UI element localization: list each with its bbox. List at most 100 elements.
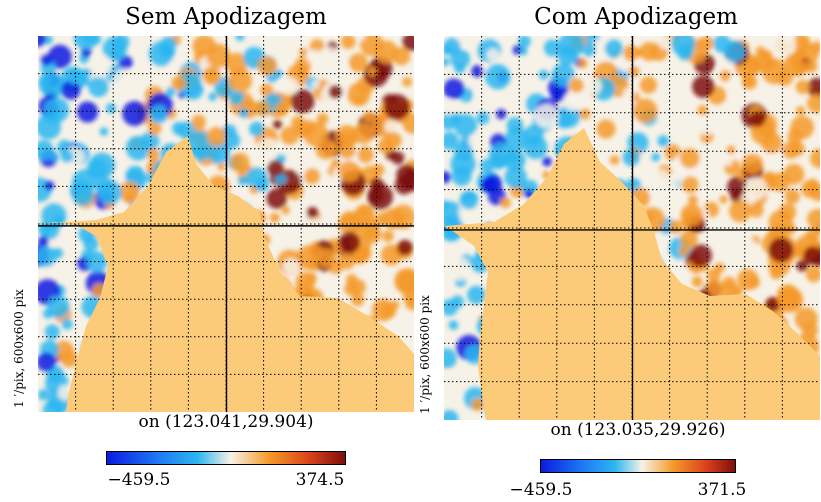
field-blob (632, 98, 658, 124)
field-blob (454, 63, 465, 74)
field-blob (657, 36, 673, 50)
field-blob (689, 244, 712, 267)
field-blob (171, 76, 186, 91)
colorbar (106, 451, 346, 465)
field-blob (255, 138, 281, 164)
field-blob (254, 100, 270, 116)
field-blob (118, 55, 133, 70)
field-blob (191, 114, 206, 130)
field-blob (254, 177, 269, 192)
field-blob (60, 150, 74, 163)
field-blob (368, 188, 385, 204)
field-blob (444, 131, 459, 150)
field-blob (269, 212, 280, 223)
field-blob (448, 320, 459, 330)
field-blob (267, 159, 284, 177)
field-blob (110, 47, 123, 61)
field-blob (147, 148, 160, 161)
field-blob (776, 69, 794, 86)
field-blob (550, 86, 567, 103)
chart-title: Com Apodizagem (534, 4, 738, 30)
field-blob (577, 58, 588, 69)
field-blob (299, 48, 308, 57)
field-blob (467, 285, 486, 305)
field-blob (807, 77, 820, 98)
field-blob (542, 156, 552, 167)
field-blob (158, 45, 172, 58)
field-blob (488, 142, 514, 168)
field-blob (538, 69, 549, 80)
chart-title: Sem Apodizagem (125, 4, 327, 30)
field-blob (402, 76, 413, 87)
field-blob (523, 135, 548, 160)
field-blob (486, 48, 500, 62)
field-blob (372, 163, 385, 177)
field-blob (280, 126, 299, 145)
field-blob (52, 247, 64, 259)
field-blob (444, 112, 458, 130)
field-blob (40, 54, 52, 66)
field-blob (350, 293, 365, 307)
field-blob (744, 177, 768, 200)
field-blob (148, 104, 168, 124)
field-blob (338, 160, 360, 183)
field-blob (296, 213, 321, 237)
field-blob (86, 251, 108, 273)
colorbar-min-label: −459.5 (509, 480, 573, 500)
field-blob (46, 295, 70, 319)
field-blob (382, 230, 394, 242)
field-blob (500, 197, 511, 209)
field-blob (793, 60, 808, 75)
colorbar-max-label: 374.5 (295, 470, 345, 490)
field-blob (217, 162, 226, 171)
field-blob (169, 56, 184, 71)
field-blob (763, 171, 776, 184)
field-blob (650, 169, 672, 190)
field-blob (628, 65, 640, 77)
field-blob (748, 202, 764, 218)
field-blob (340, 36, 356, 50)
field-blob (72, 169, 97, 194)
field-blob (38, 71, 62, 96)
field-blob (303, 168, 320, 185)
field-blob (484, 63, 511, 90)
field-blob (805, 266, 820, 283)
field-blob (76, 101, 99, 123)
field-blob (272, 119, 283, 130)
field-blob (719, 195, 728, 204)
field-blob (335, 124, 359, 148)
field-blob (471, 65, 484, 78)
field-blob (316, 113, 329, 125)
field-blob (742, 74, 754, 87)
field-blob (61, 318, 73, 330)
field-blob (768, 237, 794, 263)
field-blob (714, 262, 725, 274)
field-blob (622, 149, 640, 167)
field-blob (401, 168, 414, 192)
field-blob (38, 352, 56, 372)
field-blob (506, 117, 524, 134)
field-blob (802, 322, 819, 339)
field-blob (791, 36, 811, 53)
heatmap-map (38, 36, 414, 412)
field-blob (402, 284, 414, 306)
field-blob (363, 111, 375, 123)
field-blob (796, 259, 809, 272)
field-blob (639, 76, 657, 94)
field-blob (38, 235, 49, 247)
field-blob (208, 92, 217, 102)
field-blob (73, 36, 98, 50)
field-blob (787, 128, 803, 144)
field-blob (384, 119, 399, 134)
field-blob (765, 296, 780, 312)
field-blob (311, 80, 320, 89)
field-blob (623, 45, 640, 62)
field-blob (795, 79, 811, 95)
field-blob (760, 49, 773, 62)
field-blob (784, 188, 800, 205)
colorbar-gradient (540, 459, 736, 473)
field-blob (804, 60, 818, 73)
field-blob (356, 36, 366, 41)
field-blob (227, 68, 253, 93)
field-blob (741, 153, 763, 175)
